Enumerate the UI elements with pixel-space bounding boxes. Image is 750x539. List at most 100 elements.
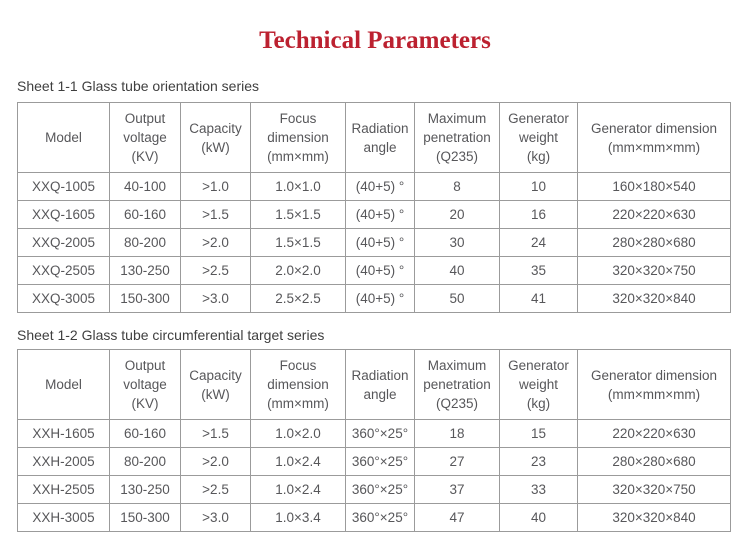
column-header: Capacity (kW)	[180, 349, 251, 420]
table-cell: 80-200	[109, 447, 181, 476]
table-cell: 2.5×2.5	[250, 284, 346, 313]
table-cell: 40	[414, 256, 500, 285]
column-header: Generator weight (kg)	[499, 102, 578, 173]
table-cell: XXH-2505	[17, 475, 110, 504]
table-cell: >2.0	[180, 447, 251, 476]
header-row: Model Output voltage (KV) Capacity (kW) Focus d…	[17, 349, 731, 420]
table-cell: 320×320×750	[577, 256, 731, 285]
table-header: Model Output voltage (KV) Capacity (kW) Focus d…	[17, 349, 731, 420]
table-cell: 1.0×2.4	[250, 475, 346, 504]
table-cell: 280×280×680	[577, 228, 731, 257]
table-cell: 1.5×1.5	[250, 228, 346, 257]
table-cell: 40-100	[109, 172, 181, 201]
table-cell: 30	[414, 228, 500, 257]
table-row: XXQ-3005 150-300 >3.0 2.5×2.5 (40+5) ° 50 41 32…	[17, 284, 731, 313]
table-cell: 150-300	[109, 284, 181, 313]
table-row: XXH-2005 80-200 >2.0 1.0×2.4 360°×25° 27 23 280…	[17, 447, 731, 476]
column-header: Generator dimension (mm×mm×mm)	[577, 349, 731, 420]
column-header: Output voltage (KV)	[109, 349, 181, 420]
table-cell: 320×320×840	[577, 284, 731, 313]
column-header: Focus dimension (mm×mm)	[250, 349, 346, 420]
table-cell: >1.5	[180, 419, 251, 448]
table-cell: XXQ-1005	[17, 172, 110, 201]
table-cell: 15	[499, 419, 578, 448]
table-cell: 10	[499, 172, 578, 201]
column-header: Radiation angle	[345, 349, 415, 420]
table-cell: (40+5) °	[345, 172, 415, 201]
column-header: Focus dimension (mm×mm)	[250, 102, 346, 173]
table-cell: 27	[414, 447, 500, 476]
table-cell: XXQ-2505	[17, 256, 110, 285]
table-cell: 360°×25°	[345, 475, 415, 504]
table-row: XXQ-2005 80-200 >2.0 1.5×1.5 (40+5) ° 30 24 280…	[17, 228, 731, 257]
glass-tube-orientation-table: Model Output voltage (KV) Capacity (kW) Focus d…	[17, 102, 731, 313]
table-row: XXH-2505 130-250 >2.5 1.0×2.4 360°×25° 37 33 32…	[17, 475, 731, 504]
table-cell: 18	[414, 419, 500, 448]
table-cell: 220×220×630	[577, 419, 731, 448]
table-cell: 41	[499, 284, 578, 313]
table-header: Model Output voltage (KV) Capacity (kW) Focus d…	[17, 102, 731, 173]
table-cell: 47	[414, 503, 500, 532]
column-header: Model	[17, 102, 110, 173]
table-cell: 23	[499, 447, 578, 476]
table-cell: (40+5) °	[345, 228, 415, 257]
table-cell: 130-250	[109, 256, 181, 285]
table-cell: 80-200	[109, 228, 181, 257]
table-cell: >1.0	[180, 172, 251, 201]
table-cell: 160×180×540	[577, 172, 731, 201]
column-header: Generator dimension (mm×mm×mm)	[577, 102, 731, 173]
table-cell: XXQ-1605	[17, 200, 110, 229]
table-cell: 130-250	[109, 475, 181, 504]
column-header: Maximum penetration (Q235)	[414, 349, 500, 420]
sheet-1-1-caption: Sheet 1-1 Glass tube orientation series	[17, 78, 260, 94]
header-row: Model Output voltage (KV) Capacity (kW) Focus d…	[17, 102, 731, 173]
table-cell: XXH-1605	[17, 419, 110, 448]
table-cell: 33	[499, 475, 578, 504]
table-cell: 1.0×2.0	[250, 419, 346, 448]
column-header: Capacity (kW)	[180, 102, 251, 173]
table-cell: 320×320×840	[577, 503, 731, 532]
table-cell: 1.0×3.4	[250, 503, 346, 532]
table-cell: 8	[414, 172, 500, 201]
table-row: XXQ-1005 40-100 >1.0 1.0×1.0 (40+5) ° 8 10 160×…	[17, 172, 731, 201]
table-row: XXH-3005 150-300 >3.0 1.0×3.4 360°×25° 47 40 32…	[17, 503, 731, 532]
table-cell: 150-300	[109, 503, 181, 532]
table-cell: (40+5) °	[345, 200, 415, 229]
table-cell: 60-160	[109, 200, 181, 229]
table-cell: 360°×25°	[345, 503, 415, 532]
column-header: Output voltage (KV)	[109, 102, 181, 173]
table-cell: >3.0	[180, 284, 251, 313]
table-cell: 360°×25°	[345, 447, 415, 476]
table-cell: >2.0	[180, 228, 251, 257]
sheet-1-2-caption: Sheet 1-2 Glass tube circumferential tar…	[17, 327, 325, 343]
table-body: XXQ-1005 40-100 >1.0 1.0×1.0 (40+5) ° 8 10 160×…	[17, 172, 731, 313]
table-cell: XXH-2005	[17, 447, 110, 476]
table-cell: XXQ-3005	[17, 284, 110, 313]
table-cell: 2.0×2.0	[250, 256, 346, 285]
table-cell: XXQ-2005	[17, 228, 110, 257]
table-cell: 50	[414, 284, 500, 313]
table-cell: (40+5) °	[345, 256, 415, 285]
column-header: Generator weight (kg)	[499, 349, 578, 420]
table-cell: 40	[499, 503, 578, 532]
table-cell: 360°×25°	[345, 419, 415, 448]
table-cell: >3.0	[180, 503, 251, 532]
table-row: XXQ-1605 60-160 >1.5 1.5×1.5 (40+5) ° 20 16 220…	[17, 200, 731, 229]
table-row: XXH-1605 60-160 >1.5 1.0×2.0 360°×25° 18 15 220…	[17, 419, 731, 448]
table-cell: XXH-3005	[17, 503, 110, 532]
table-cell: >2.5	[180, 256, 251, 285]
glass-tube-circumferential-table: Model Output voltage (KV) Capacity (kW) Focus d…	[17, 349, 731, 532]
column-header: Radiation angle	[345, 102, 415, 173]
table-cell: 1.0×2.4	[250, 447, 346, 476]
table-cell: 320×320×750	[577, 475, 731, 504]
table-cell: 35	[499, 256, 578, 285]
table-cell: >1.5	[180, 200, 251, 229]
table-cell: 280×280×680	[577, 447, 731, 476]
table-cell: 60-160	[109, 419, 181, 448]
table-cell: 24	[499, 228, 578, 257]
table-body: XXH-1605 60-160 >1.5 1.0×2.0 360°×25° 18 15 220…	[17, 419, 731, 532]
column-header: Model	[17, 349, 110, 420]
column-header: Maximum penetration (Q235)	[414, 102, 500, 173]
table-cell: 1.0×1.0	[250, 172, 346, 201]
